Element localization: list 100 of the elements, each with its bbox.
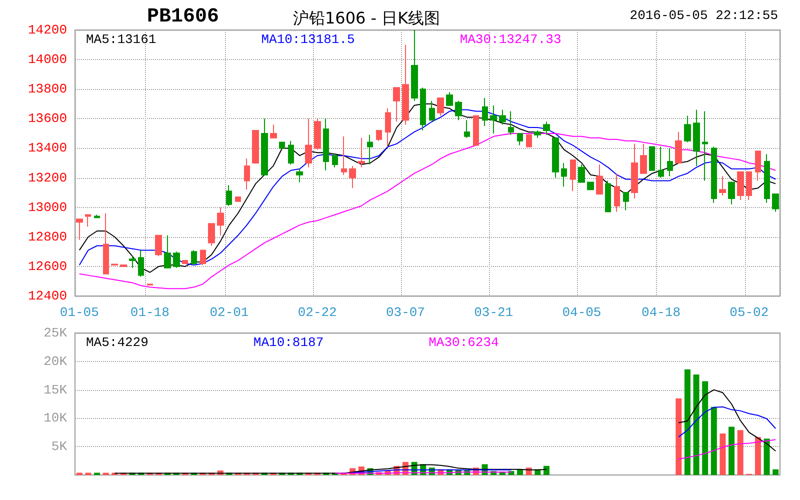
candlestick: [649, 146, 655, 171]
candlestick: [129, 256, 136, 268]
candlestick: [764, 154, 770, 204]
y-tick-label: 14200: [28, 22, 67, 38]
candlestick: [446, 92, 453, 106]
candlestick: [402, 44, 409, 126]
candlestick: [279, 142, 285, 149]
line-series: [78, 132, 776, 290]
candlestick: [182, 260, 188, 264]
text: MA30:6234: [428, 335, 500, 350]
bar: [543, 466, 550, 475]
x-tick-label: 04-05: [562, 305, 602, 320]
y-tick-label: 25K: [44, 326, 68, 340]
candlestick: [684, 115, 691, 143]
bar: [764, 438, 770, 475]
candlestick: [261, 118, 268, 176]
text: MA10:8187: [253, 335, 324, 350]
candlestick: [120, 264, 127, 267]
candlestick: [226, 184, 232, 206]
candlestick: [517, 132, 523, 146]
candlestick: [596, 164, 603, 195]
text: MA30:13247.33: [460, 32, 562, 47]
candlestick: [561, 162, 567, 188]
candlestick: [614, 172, 620, 212]
candlestick: [693, 109, 700, 166]
candlestick: [464, 120, 470, 138]
bar: [702, 381, 708, 475]
y-tick-label: 12400: [28, 288, 67, 304]
text: 2016-05-05 22:12:55: [630, 8, 778, 23]
candlestick: [728, 182, 735, 205]
candlestick: [173, 251, 180, 268]
bar: [693, 374, 700, 475]
candlestick: [719, 176, 726, 196]
candlestick: [499, 109, 506, 126]
candlestick: [217, 206, 224, 236]
candlestick: [76, 218, 83, 240]
candlestick: [85, 214, 91, 228]
y-tick-label: 13800: [28, 82, 67, 97]
candlestick: [208, 223, 215, 246]
bar: [684, 369, 690, 475]
candlestick: [305, 118, 312, 168]
candlestick: [658, 146, 664, 178]
candlestick: [437, 97, 444, 116]
candlestick: [164, 234, 171, 268]
candlestick: [288, 140, 294, 165]
candlestick: [138, 250, 144, 278]
x-tick-label: 04-18: [642, 305, 681, 320]
text: MA5:13161: [86, 32, 156, 47]
y-tick-label: 5K: [51, 439, 68, 454]
candlestick: [296, 168, 303, 183]
y-tick-label: 20K: [44, 354, 68, 369]
candlestick: [103, 212, 109, 274]
candlestick: [244, 158, 250, 190]
text: MA5:4229: [86, 335, 148, 350]
bar: [728, 426, 735, 475]
bar: [737, 430, 744, 475]
candlestick: [341, 136, 347, 176]
candlestick: [490, 104, 497, 134]
candlestick: [385, 108, 391, 148]
bar: [676, 398, 682, 475]
candlestick: [323, 118, 329, 171]
candlestick: [605, 180, 611, 212]
x-tick-label: 01-05: [60, 305, 99, 320]
bar: [754, 436, 761, 475]
candlestick: [349, 165, 356, 189]
candlestick: [737, 171, 744, 200]
candlestick: [94, 214, 100, 218]
y-tick-label: 15K: [44, 382, 68, 398]
candlestick: [667, 148, 673, 177]
candlestick: [578, 164, 585, 183]
candlestick: [473, 115, 479, 146]
candlestick: [252, 130, 259, 164]
text: MA10:13181.5: [261, 32, 355, 47]
candlestick: [482, 97, 488, 127]
candlestick: [755, 150, 761, 182]
candlestick: [411, 30, 418, 102]
candlestick: [675, 131, 682, 164]
candlestick: [314, 118, 321, 150]
bar: [720, 434, 726, 475]
candlestick: [420, 87, 426, 131]
candlestick: [702, 110, 708, 182]
y-tick-label: 13000: [28, 200, 67, 215]
candlestick: [534, 130, 541, 138]
chart-subtitle: 沪铅1606 - 日K线图: [293, 8, 440, 28]
candlestick: [393, 87, 400, 122]
x-tick-label: 02-01: [210, 305, 249, 320]
candlestick: [746, 171, 752, 200]
candlestick: [191, 250, 197, 266]
y-tick-label: 10K: [44, 410, 68, 426]
candlestick: [631, 143, 638, 199]
candlestick: [358, 137, 365, 168]
candlestick: [200, 250, 206, 266]
bar: [772, 469, 779, 475]
candlestick: [552, 137, 559, 178]
candlestick: [508, 110, 514, 136]
candlestick: [270, 124, 277, 138]
bar: [710, 406, 717, 475]
candlestick: [623, 192, 629, 211]
y-tick-label: 13400: [28, 140, 67, 156]
candlestick: [587, 182, 594, 190]
